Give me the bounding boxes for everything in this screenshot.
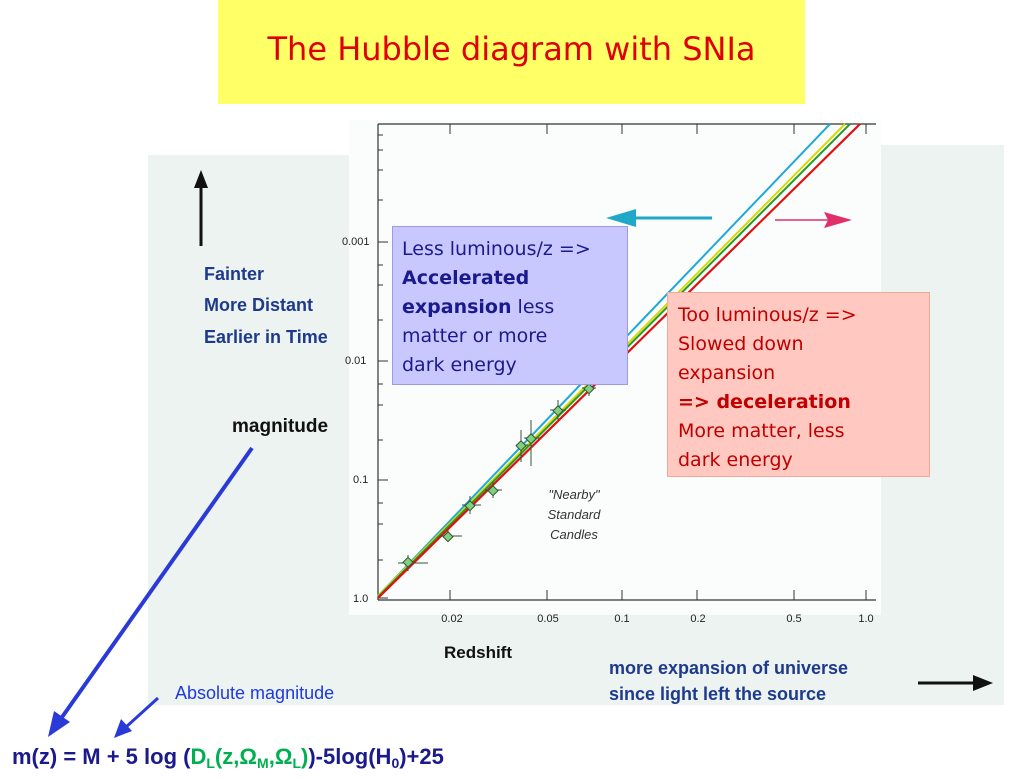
y-tick-label: 0.1 — [353, 474, 369, 486]
formula-h-sub: 0 — [391, 755, 400, 771]
data-point — [398, 555, 428, 571]
y-tick-label: 1.0 — [353, 593, 369, 605]
x-tick-label: 0.1 — [614, 613, 630, 625]
magnitude-pointer-arrow — [48, 446, 254, 737]
data-point — [582, 380, 596, 396]
formula-dl-symbol: D — [190, 744, 207, 769]
magnitude-label: magnitude — [232, 416, 329, 437]
absolute-magnitude-pointer-arrow — [114, 696, 160, 738]
expansion-note-line: more expansion of universe — [609, 658, 849, 678]
absolute-magnitude-label: Absolute magnitude — [175, 683, 335, 703]
formula-omega-l-sub: L — [292, 755, 302, 771]
background-panel-bottom — [340, 612, 1004, 705]
x-tick-label: 0.2 — [690, 613, 706, 625]
formula-args-close: ) — [301, 744, 309, 769]
right-arrow — [918, 675, 993, 691]
fainter-label: Fainter — [204, 264, 265, 284]
y-tick-label: 0.01 — [345, 355, 367, 367]
formula-tail: )+25 — [399, 744, 444, 769]
formula-args-open: (z, — [214, 744, 240, 769]
x-axis-ticks — [449, 124, 867, 600]
x-axis-label: Redshift — [444, 643, 512, 662]
nearby-note-line: Standard — [547, 507, 601, 522]
expansion-note: more expansion of universe since light l… — [609, 655, 848, 707]
data-point — [485, 482, 502, 498]
formula-dl: DL(z,ΩM,ΩL) — [190, 744, 309, 771]
box-line: => deceleration — [678, 391, 851, 413]
box-line: Accelerated — [402, 267, 530, 289]
box-line: Slowed down — [678, 333, 804, 355]
box-line-rest: less — [511, 296, 555, 318]
expansion-note-line: since light left the source — [609, 684, 827, 704]
box-line: matter or more — [402, 325, 548, 347]
slide-title: The Hubble diagram with SNIa — [267, 30, 756, 68]
box-line: Less luminous/z => — [402, 238, 591, 260]
y-axis-ticks — [378, 134, 388, 599]
box-line: Too luminous/z => — [678, 304, 857, 326]
background-panel-left — [148, 155, 358, 705]
nearby-note-line: "Nearby" — [548, 487, 600, 502]
box-line: expansion less — [402, 293, 619, 322]
box-line: dark energy — [402, 354, 517, 376]
formula-lhs: m(z) = M + 5 log ( — [12, 744, 191, 769]
plot-frame — [377, 123, 876, 601]
up-arrow — [194, 170, 208, 246]
data-point — [462, 496, 481, 514]
accelerated-expansion-box: Less luminous/z => Accelerated expansion… — [392, 226, 628, 385]
deceleration-box: Too luminous/z => Slowed down expansion … — [667, 292, 930, 477]
box-line: expansion — [678, 362, 776, 384]
formula-dl-sub: L — [206, 755, 215, 771]
formula-omega-m-sub: M — [257, 755, 269, 771]
data-point — [440, 530, 462, 543]
y-tick-label: 0.001 — [342, 236, 370, 248]
formula-rest: )-5log(H — [308, 744, 392, 769]
more-distant-label: More Distant — [204, 295, 314, 315]
data-point — [515, 430, 528, 462]
x-tick-label: 0.02 — [441, 613, 463, 625]
x-tick-label: 0.05 — [537, 613, 559, 625]
distance-modulus-formula: m(z) = M + 5 log (DL(z,ΩM,ΩL))-5log(H0)+… — [12, 744, 444, 771]
title-banner: The Hubble diagram with SNIa — [218, 0, 805, 104]
formula-omega-m: Ω — [239, 744, 258, 769]
box-line-bold: expansion — [402, 296, 512, 318]
decelerate-arrow — [775, 212, 852, 228]
data-points — [398, 380, 596, 571]
data-point — [550, 400, 566, 420]
accelerate-arrow — [606, 209, 712, 227]
box-line: dark energy — [678, 449, 793, 471]
nearby-candles-note: "Nearby" Standard Candles — [534, 485, 614, 545]
formula-omega-l: Ω — [274, 744, 293, 769]
formula-comma: , — [268, 744, 275, 769]
earlier-in-time-label: Earlier in Time — [204, 327, 328, 347]
nearby-note-line: Candles — [550, 527, 598, 542]
box-line: More matter, less — [678, 420, 845, 442]
x-tick-label: 1.0 — [858, 613, 874, 625]
data-point — [524, 420, 540, 466]
x-tick-label: 0.5 — [786, 613, 802, 625]
